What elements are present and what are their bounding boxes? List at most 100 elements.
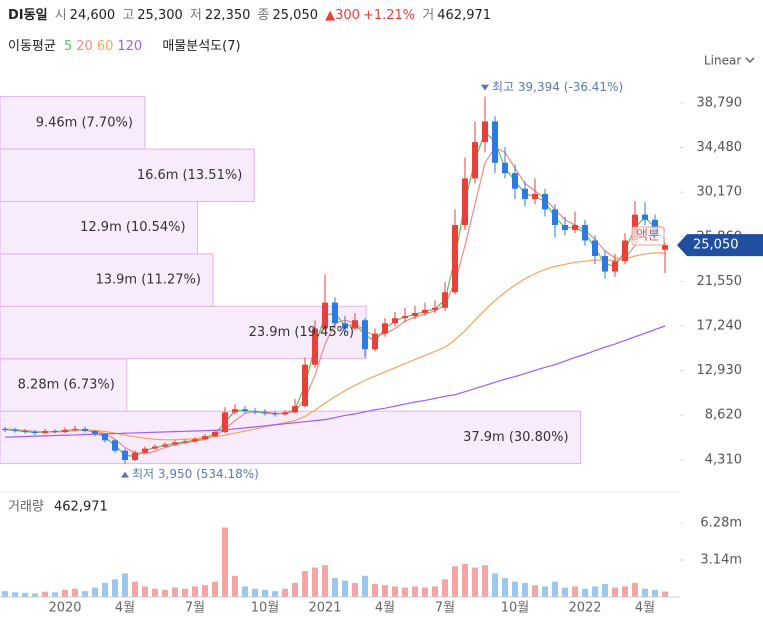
candle-body xyxy=(532,193,538,200)
volume-bar xyxy=(362,575,368,597)
volume-bar xyxy=(482,565,488,597)
volume-bar xyxy=(572,586,578,597)
volume-bar xyxy=(532,585,538,597)
volume-bar xyxy=(472,567,478,597)
volume-bar xyxy=(312,567,318,597)
candle-body xyxy=(432,307,438,310)
ma-line xyxy=(65,252,665,441)
volume-bar xyxy=(332,578,338,597)
volume-bar xyxy=(562,587,568,597)
ma-legend-entry[interactable]: 20 xyxy=(76,39,93,54)
low-note: 최저 3,950 (534.18%) xyxy=(132,467,259,481)
volume-bar xyxy=(162,589,168,597)
candle-body xyxy=(132,452,138,460)
ma-label[interactable]: 이동평균 xyxy=(8,39,56,54)
candle-body xyxy=(262,412,268,414)
candle-body xyxy=(392,318,398,324)
profile-bar xyxy=(0,410,582,465)
volume-value: 462,971 xyxy=(437,8,492,23)
volume-bar xyxy=(442,579,448,597)
volume-bar xyxy=(372,584,378,597)
x-tick-label: 4월 xyxy=(115,601,135,616)
candle-body xyxy=(182,441,188,443)
profile-label: 37.9m (30.80%) xyxy=(463,430,568,445)
volume-bar xyxy=(582,588,588,597)
candle-body xyxy=(2,428,8,430)
candle-body xyxy=(202,436,208,440)
volume-bar xyxy=(112,579,118,597)
scale-label[interactable]: Linear xyxy=(704,54,741,68)
volume-bar xyxy=(22,592,28,597)
volume-bar xyxy=(652,589,658,597)
volume-bar xyxy=(492,573,498,597)
y-tick-label: 34,480 xyxy=(697,140,743,155)
volume-title: 거래량 xyxy=(8,500,44,515)
y-tick-label: 4,310 xyxy=(705,452,742,467)
volume-bar xyxy=(632,582,638,597)
stock-name: DI동일 xyxy=(8,8,48,23)
x-tick-label: 2021 xyxy=(308,601,341,616)
volume-bar xyxy=(282,588,288,597)
x-tick-label: 4월 xyxy=(635,601,655,616)
volume-bar xyxy=(102,582,108,597)
annotation-box xyxy=(631,226,665,246)
volume-bar xyxy=(52,592,58,597)
volume-bar xyxy=(62,589,68,597)
candle-body xyxy=(422,309,428,313)
candle-body xyxy=(402,316,408,319)
profile-bar xyxy=(0,358,128,412)
volume-bar xyxy=(592,586,598,597)
high-value: 25,300 xyxy=(137,8,183,23)
candle-body xyxy=(642,214,648,220)
volume-bar xyxy=(242,586,248,597)
candle-body xyxy=(502,162,508,174)
volume-bar xyxy=(202,585,208,597)
candle-body xyxy=(232,409,238,413)
candle-body xyxy=(142,448,148,453)
candle-body xyxy=(252,411,258,413)
candle-body xyxy=(482,121,488,143)
ma-list: 5 20 60 120 xyxy=(64,39,146,54)
profile-label: 12.9m (10.54%) xyxy=(80,220,185,235)
candle-body xyxy=(162,444,168,447)
candle-body xyxy=(572,224,578,231)
candle-body xyxy=(512,173,518,189)
high-marker xyxy=(481,84,489,91)
x-tick-label: 4월 xyxy=(375,601,395,616)
change-pct: +1.21% xyxy=(362,8,416,23)
candle-body xyxy=(92,430,98,435)
volume-bar xyxy=(302,571,308,597)
candle-body xyxy=(592,240,598,257)
candle-body xyxy=(462,178,468,225)
candle-body xyxy=(122,450,128,460)
candle-body xyxy=(452,224,458,293)
candle-body xyxy=(292,406,298,413)
x-tick-label: 2022 xyxy=(568,601,601,616)
volume-bar xyxy=(12,592,18,597)
high-note: 최고 39,394 (-36.41%) xyxy=(492,80,623,94)
y-tick-label: 12,930 xyxy=(697,363,743,378)
ma-legend-entry[interactable]: 120 xyxy=(117,39,143,54)
candle-body xyxy=(242,409,248,412)
ma-legend-entry[interactable]: 5 xyxy=(63,39,73,54)
candle-body xyxy=(602,256,608,272)
profile-label: 8.28m (6.73%) xyxy=(18,377,115,392)
volume-bar xyxy=(252,588,258,597)
candle-body xyxy=(662,245,668,250)
profile-label[interactable]: 매물분석도(7) xyxy=(162,39,241,54)
candle-body xyxy=(222,412,228,433)
ma-line xyxy=(4,325,666,438)
volume-bar xyxy=(262,589,268,597)
volume-bar xyxy=(412,586,418,597)
volume-bar xyxy=(602,584,608,597)
y-tick-label: 38,790 xyxy=(697,95,743,110)
dropdown-chevron[interactable] xyxy=(745,57,755,63)
scale-dropdown[interactable]: Linear xyxy=(704,54,755,68)
ma-legend-entry[interactable]: 60 xyxy=(96,39,114,54)
candle-body xyxy=(272,413,278,415)
candle-body xyxy=(342,323,348,329)
candle-body xyxy=(192,439,198,442)
price-tag xyxy=(677,234,763,257)
annotation: 액분 xyxy=(636,229,660,244)
candle-body xyxy=(72,428,78,430)
